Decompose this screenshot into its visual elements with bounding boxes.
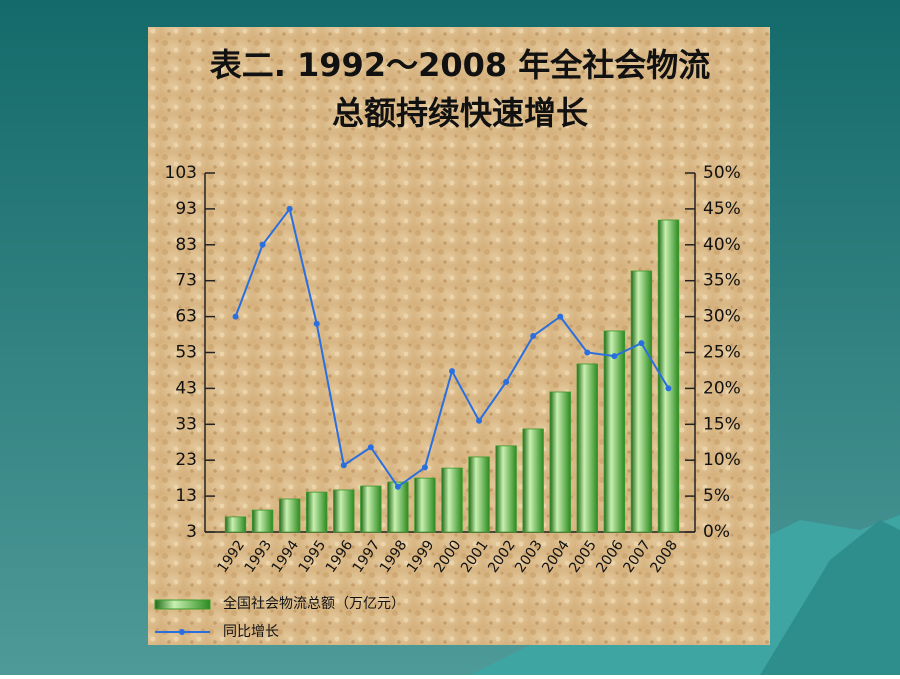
y-tick-label: 13 <box>175 486 197 506</box>
legend-label: 同比增长 <box>223 624 279 640</box>
line-point <box>611 353 618 360</box>
y-tick-label: 43 <box>175 378 197 398</box>
bar <box>576 363 598 533</box>
line-point <box>367 444 374 451</box>
y-tick-label: 23 <box>175 450 197 470</box>
bar <box>495 445 517 533</box>
bar <box>522 428 544 533</box>
line-point <box>394 483 401 490</box>
legend-item: 全国社会物流总额（万亿元） <box>154 595 405 612</box>
mountain-decoration <box>760 520 900 675</box>
y-tick-label: 63 <box>175 307 197 327</box>
y2-tick-label: 0% <box>703 522 730 542</box>
y-tick-label: 93 <box>175 199 197 219</box>
bar <box>468 456 490 533</box>
y2-tick-label: 15% <box>703 414 741 434</box>
line-point <box>476 417 483 424</box>
line-point <box>286 205 293 212</box>
bar <box>306 491 328 533</box>
y2-tick-label: 35% <box>703 271 741 291</box>
bar <box>414 477 436 533</box>
line-point <box>557 313 564 320</box>
line-point <box>421 464 428 471</box>
bar <box>549 391 571 533</box>
line-point <box>340 462 347 469</box>
line-point <box>503 378 510 385</box>
legend-label: 全国社会物流总额（万亿元） <box>223 595 405 612</box>
y2-tick-label: 20% <box>703 378 741 398</box>
y2-tick-label: 50% <box>703 163 741 183</box>
line-point <box>259 241 266 248</box>
y2-tick-label: 5% <box>703 486 730 506</box>
y2-tick-label: 30% <box>703 307 741 327</box>
y-tick-label: 53 <box>175 343 197 363</box>
line-point <box>665 385 672 392</box>
y2-tick-label: 45% <box>703 199 741 219</box>
line-point <box>638 340 645 347</box>
legend-swatch <box>154 599 211 610</box>
bar <box>657 219 680 533</box>
bar <box>224 516 247 533</box>
bar <box>603 330 626 533</box>
y-tick-label: 103 <box>165 163 197 183</box>
bar <box>441 467 463 533</box>
y2-tick-label: 40% <box>703 235 741 255</box>
legend-swatch <box>179 629 185 635</box>
y2-tick-label: 25% <box>703 343 741 363</box>
bar <box>630 270 653 533</box>
y-tick-label: 83 <box>175 235 197 255</box>
chart-title: 表二. 1992～2008 年全社会物流 <box>210 46 711 84</box>
bar <box>278 498 301 533</box>
y-tick-label: 3 <box>186 522 197 542</box>
legend-item: 同比增长 <box>155 624 279 640</box>
line-point <box>584 349 591 356</box>
y-tick-label: 73 <box>175 271 197 291</box>
bar <box>387 481 409 533</box>
chart-title: 总额持续快速增长 <box>332 94 588 132</box>
y2-tick-label: 10% <box>703 450 741 470</box>
y-tick-label: 33 <box>175 414 197 434</box>
bar <box>333 489 355 533</box>
line-point <box>232 313 239 320</box>
line-point <box>530 332 537 339</box>
line-point <box>313 320 320 327</box>
line-point <box>449 368 455 375</box>
bar <box>360 485 382 533</box>
bar <box>251 509 274 533</box>
